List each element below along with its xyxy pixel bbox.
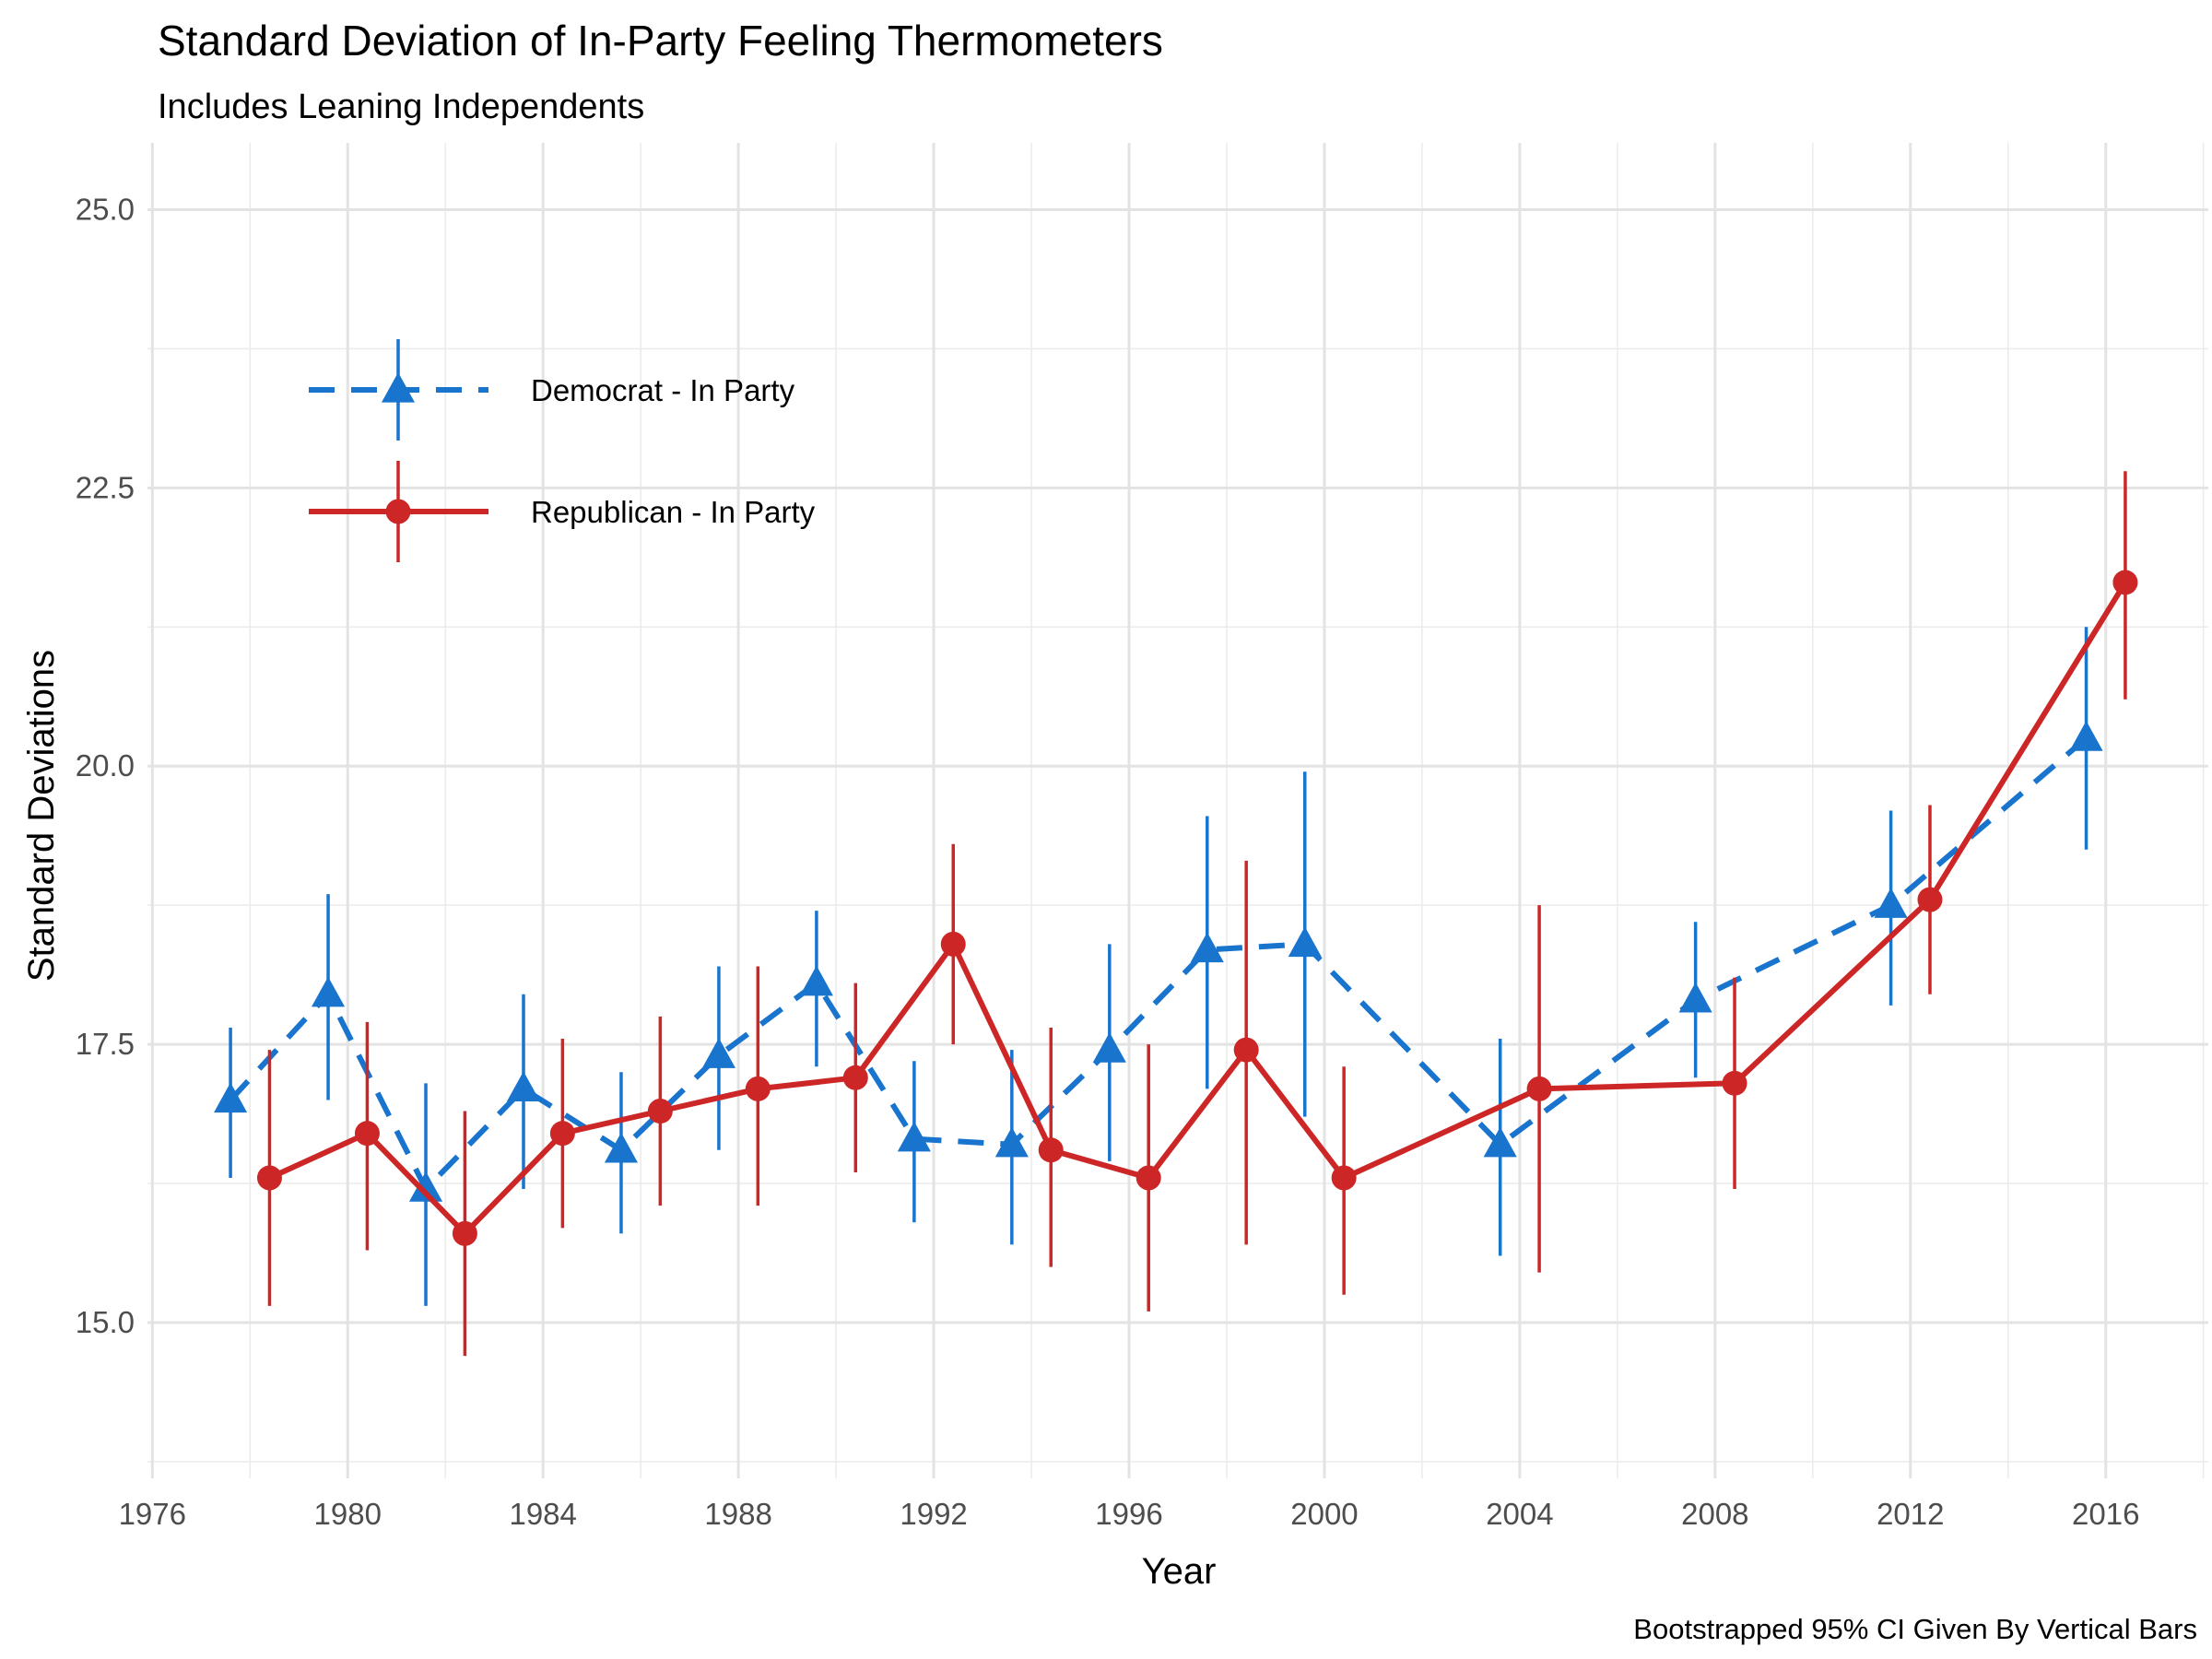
data-point <box>1038 1137 1064 1163</box>
data-point <box>799 965 833 996</box>
y-tick-label: 20.0 <box>76 748 135 782</box>
major-gridlines <box>147 143 2208 1478</box>
y-tick-label: 15.0 <box>76 1305 135 1339</box>
x-tick-label: 2012 <box>1877 1497 1944 1531</box>
y-axis-tick-labels: 15.0 17.5 20.0 22.5 25.0 <box>76 192 135 1339</box>
data-point <box>214 1082 248 1113</box>
data-point <box>940 931 966 957</box>
data-point <box>701 1038 735 1068</box>
data-point <box>2112 570 2138 595</box>
data-point <box>549 1121 575 1147</box>
x-tick-label: 2004 <box>1486 1497 1553 1531</box>
data-point <box>408 1171 443 1202</box>
legend-label: Republican - In Party <box>531 495 816 529</box>
x-tick-label: 2016 <box>2072 1497 2139 1531</box>
data-point <box>604 1132 639 1163</box>
data-point <box>452 1220 477 1246</box>
legend-key-marker <box>385 499 411 524</box>
series-republican-in-party <box>256 471 2138 1357</box>
chart-caption: Bootstrapped 95% CI Given By Vertical Ba… <box>1633 1613 2197 1645</box>
data-point <box>745 1076 771 1101</box>
series-line <box>228 735 2088 1193</box>
data-point <box>1288 926 1322 958</box>
legend-key-marker <box>381 372 416 403</box>
x-tick-label: 1984 <box>509 1497 576 1531</box>
chart-title: Standard Deviation of In-Party Feeling T… <box>158 17 1163 65</box>
x-tick-label: 2000 <box>1290 1497 1358 1531</box>
data-point <box>1331 1165 1357 1191</box>
y-tick-label: 17.5 <box>76 1027 135 1061</box>
x-axis-title: Year <box>1142 1551 1217 1592</box>
series-line <box>268 581 2128 1237</box>
chart-subtitle: Includes Leaning Independents <box>158 88 644 126</box>
x-axis-tick-labels: 1976 1980 1984 1988 1992 1996 2000 2004 2008 2012… <box>119 1497 2140 1531</box>
legend: Democrat - In Party Republican - In Party <box>309 339 816 562</box>
data-point <box>842 1065 868 1090</box>
data-point <box>897 1121 931 1152</box>
data-point <box>1092 1032 1126 1063</box>
data-point <box>354 1121 380 1147</box>
data-point <box>311 976 346 1007</box>
minor-gridlines <box>147 143 2208 1478</box>
legend-item: Democrat - In Party <box>309 339 795 441</box>
data-point <box>1135 1165 1161 1191</box>
data-point <box>994 1126 1029 1158</box>
x-tick-label: 1992 <box>900 1497 967 1531</box>
data-point <box>1722 1070 1747 1096</box>
x-tick-label: 1976 <box>119 1497 186 1531</box>
legend-label: Democrat - In Party <box>531 373 795 407</box>
y-tick-label: 25.0 <box>76 192 135 226</box>
data-point <box>647 1099 673 1124</box>
data-point <box>1483 1126 1517 1158</box>
y-tick-label: 22.5 <box>76 470 135 504</box>
x-tick-label: 1980 <box>314 1497 382 1531</box>
x-tick-label: 2008 <box>1681 1497 1748 1531</box>
data-point <box>506 1071 541 1102</box>
data-point <box>1190 932 1224 963</box>
series-democrat-in-party <box>214 627 2103 1306</box>
data-point <box>1917 887 1943 912</box>
legend-item: Republican - In Party <box>309 461 816 562</box>
data-point <box>1526 1076 1552 1101</box>
x-tick-label: 1996 <box>1095 1497 1162 1531</box>
data-point <box>1678 982 1712 1013</box>
data-point <box>256 1165 282 1191</box>
series-layer <box>214 471 2138 1357</box>
data-point <box>1233 1037 1259 1063</box>
data-point <box>1874 888 1908 918</box>
x-tick-label: 1988 <box>704 1497 771 1531</box>
data-point <box>2069 721 2103 751</box>
y-axis-title: Standard Deviations <box>21 650 62 982</box>
